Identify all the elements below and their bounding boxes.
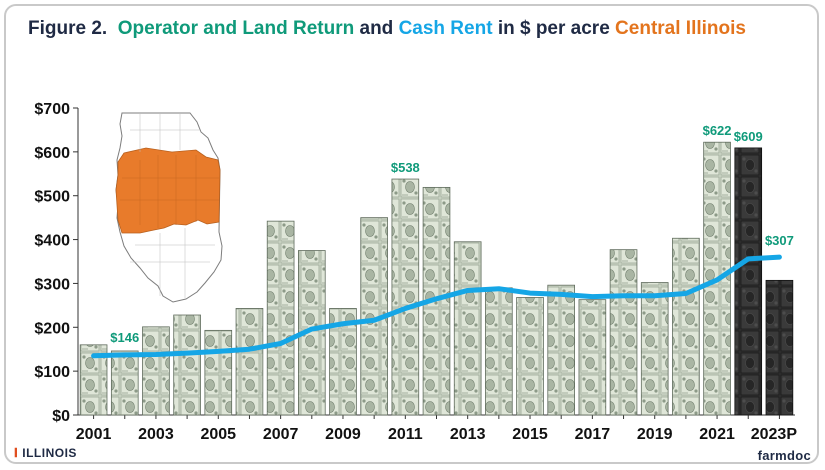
y-tick-label: $200: [34, 320, 70, 337]
illinois-logo-text: ILLINOIS: [22, 446, 77, 460]
x-tick-label: 2013: [450, 426, 486, 443]
operator-land-return-bar: [110, 350, 139, 416]
operator-land-return-bar: [453, 241, 482, 416]
operator-land-return-bar: [672, 237, 700, 416]
title-region: Central Illinois: [615, 18, 746, 39]
operator-land-return-bar: [516, 297, 544, 416]
block-i-icon: 𝐈: [14, 446, 19, 460]
cash-rent-line-group: [91, 254, 782, 359]
y-tick-label: $700: [34, 101, 70, 118]
operator-land-return-bar: [142, 326, 170, 416]
x-tick-label: 2015: [512, 426, 548, 443]
figure-label: Figure 2.: [28, 18, 108, 39]
x-tick-label: 2019: [637, 426, 673, 443]
bar-data-label: $609: [734, 129, 763, 144]
x-tick-label: 2003: [138, 426, 174, 443]
bar-data-label: $146: [110, 330, 139, 345]
x-tick-label: 2007: [263, 426, 299, 443]
title-cash-rent: Cash Rent: [398, 18, 493, 39]
title-operator-land-return: Operator and Land Return: [117, 18, 355, 39]
operator-land-return-bar: [235, 308, 264, 416]
operator-land-return-bar: [734, 147, 763, 416]
y-tick-label: $300: [34, 276, 70, 293]
x-tick-label: 2005: [200, 426, 236, 443]
operator-land-return-bar: [765, 279, 794, 416]
operator-land-return-bar: [547, 284, 576, 416]
operator-land-return-bar: [204, 329, 233, 416]
operator-land-return-bar: [578, 299, 607, 416]
farmdoc-logo: farmdoc: [757, 448, 811, 463]
axes: $0 $100 $200 $300 $400 $500 $600 $700 2001 2003 20…: [34, 101, 797, 443]
data-labels-group: $146 $538 $622 $609 $307: [110, 123, 794, 345]
operator-land-return-bar: [266, 220, 295, 416]
x-tick-label: 2017: [575, 426, 611, 443]
title-and: and: [359, 18, 394, 39]
operator-land-return-bar: [391, 178, 420, 416]
y-tick-label: $100: [34, 364, 70, 381]
bar-data-label: $538: [391, 160, 420, 175]
operator-land-return-bar: [640, 282, 669, 416]
y-tick-label: $500: [34, 189, 70, 206]
x-tick-label: 2009: [325, 426, 361, 443]
x-tick-label: 2011: [388, 426, 423, 443]
bar-data-label: $622: [703, 123, 732, 138]
title-units: in $ per acre: [497, 18, 610, 39]
chart-title: Figure 2. Operator and Land Return and C…: [28, 18, 746, 40]
illinois-map-icon: [115, 112, 223, 303]
bar-data-label: $307: [765, 233, 794, 248]
cash-rent-line: [91, 254, 782, 359]
x-tick-label: 2021: [699, 426, 735, 443]
illinois-logo: 𝐈 ILLINOIS: [14, 446, 77, 461]
operator-land-return-bar: [485, 287, 513, 416]
x-tick-label: 2023P: [751, 426, 798, 443]
y-tick-label: $400: [34, 233, 70, 250]
y-tick-label: $0: [52, 408, 70, 425]
operator-land-return-bar: [609, 249, 638, 416]
y-tick-label: $600: [34, 145, 70, 162]
x-tick-label: 2001: [76, 426, 112, 443]
operator-land-return-bar: [173, 314, 201, 416]
bars-group: [79, 141, 794, 416]
